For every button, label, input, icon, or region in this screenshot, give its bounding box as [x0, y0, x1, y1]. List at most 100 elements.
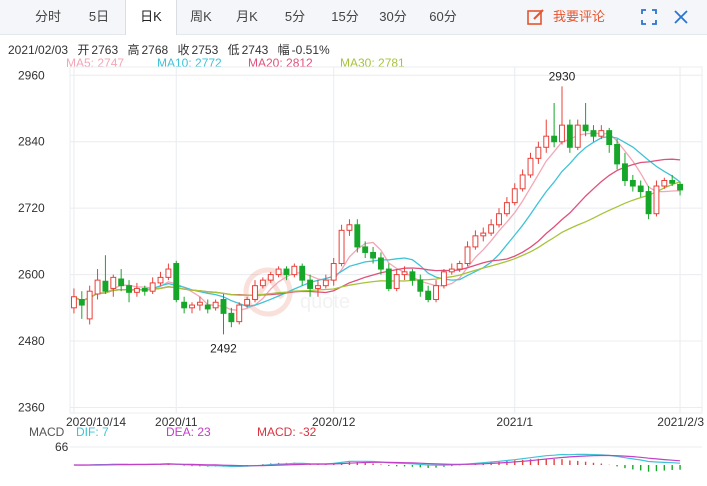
tab-weekly-k[interactable]: 周K [190, 9, 212, 24]
candle-down [181, 301, 188, 309]
write-comment-label: 我要评论 [553, 9, 606, 24]
svg-text:quote: quote [300, 291, 350, 313]
dea-legend: DEA: 23 [166, 425, 211, 439]
candle-up [519, 174, 526, 190]
tab-5day[interactable]: 5日 [88, 9, 110, 24]
moving-average-lines [73, 132, 681, 311]
macd-axis-label: 66 [55, 440, 69, 454]
x-tick-label: 2020/10/14 [66, 415, 126, 429]
candle-down [385, 268, 392, 289]
candle-down [283, 268, 290, 276]
open-value: 2763 [91, 43, 119, 57]
candle-down [141, 287, 148, 292]
price-grid [69, 66, 703, 414]
candle-down [425, 290, 432, 301]
candle-down [78, 299, 85, 306]
candle-up [94, 279, 101, 295]
candle-down [645, 191, 652, 215]
candle-up [244, 299, 251, 306]
candle-up [535, 146, 542, 159]
change-value: -0.51% [291, 43, 330, 57]
candle-down [102, 280, 109, 292]
candle-up [401, 271, 408, 276]
tab-daily-k[interactable]: 日K [125, 0, 177, 35]
candle-up [275, 268, 282, 276]
candle-up [527, 157, 534, 176]
candle-up [598, 130, 605, 137]
candle-down [173, 263, 180, 301]
y-tick-label: 2600 [18, 268, 45, 282]
candle-up [212, 301, 219, 309]
candle-up [252, 285, 258, 301]
open-label: 开 [77, 43, 90, 57]
ma5-line [73, 132, 681, 311]
candle-up [393, 274, 400, 289]
tab-60min[interactable]: 60分 [429, 9, 457, 24]
candle-down [566, 124, 573, 148]
candle-down [417, 279, 424, 292]
edit-icon [527, 9, 544, 25]
tab-15min[interactable]: 15分 [331, 9, 359, 24]
candles [70, 86, 684, 335]
candle-up [133, 287, 140, 293]
macd-legend: MACD [29, 425, 64, 439]
candle-up [259, 279, 266, 287]
candle-up [503, 202, 510, 215]
candle-up [488, 224, 495, 234]
annotations: 2930 2492 [210, 69, 576, 355]
close-value: 2753 [191, 43, 219, 57]
close-icon[interactable] [673, 9, 689, 25]
low-label: 低 [227, 43, 240, 57]
tab-monthly-k[interactable]: 月K [236, 9, 258, 24]
ohlc-info-line: 2021/02/03 开 2763 高 2768 收 2753 低 2743 幅 -0.5… [8, 41, 336, 58]
tab-30min[interactable]: 30分 [379, 9, 407, 24]
candle-down [228, 312, 235, 323]
candle-up [196, 301, 203, 306]
candle-down [614, 144, 621, 165]
y-tick-label: 2840 [18, 135, 45, 149]
x-axis: 2020/10/14 2020/11 2020/12 2021/1 2021/2/3 [66, 415, 704, 429]
fullscreen-icon[interactable] [641, 9, 657, 25]
candle-down [637, 185, 644, 193]
ma30-line [73, 181, 681, 302]
candle-down [582, 124, 589, 132]
candle-up [267, 274, 274, 281]
candle-down [629, 179, 636, 187]
candle-down [622, 163, 628, 181]
period-tab-bar: 分时 5日 日K 周K 月K 5分 15分 30分 60分 我要评论 [0, 0, 707, 35]
change-label: 幅 [277, 43, 290, 57]
candle-down [362, 246, 369, 253]
candle-down [307, 279, 314, 289]
candle-up [149, 282, 156, 292]
tab-5min[interactable]: 5分 [284, 9, 306, 24]
candle-up [433, 285, 439, 301]
plot-frame [69, 66, 703, 414]
candle-down [126, 285, 132, 293]
y-tick-label: 2480 [18, 334, 45, 348]
candle-up [496, 213, 502, 226]
x-tick-label: 2020/11 [155, 415, 198, 429]
y-tick-label: 2720 [18, 201, 45, 215]
price-annotation: 2492 [210, 341, 237, 355]
x-tick-label: 2021/1 [496, 415, 533, 429]
macd-panel [70, 446, 702, 472]
candle-down [551, 135, 558, 143]
candle-up [291, 265, 298, 276]
info-date: 2021/02/03 [8, 43, 69, 57]
candle-up [315, 285, 321, 289]
tab-intraday[interactable]: 分时 [34, 9, 61, 24]
candle-up [110, 276, 117, 289]
candle-down [118, 278, 125, 287]
candle-up [511, 188, 518, 204]
candle-up [86, 290, 93, 320]
ma20-line [73, 158, 681, 302]
candle-down [220, 299, 227, 314]
low-value: 2743 [241, 43, 269, 57]
price-annotation: 2930 [549, 69, 576, 83]
candle-up [456, 263, 463, 270]
dif-legend: DIF: 7 [76, 425, 109, 439]
candle-up [157, 276, 164, 284]
candle-up [330, 263, 337, 281]
